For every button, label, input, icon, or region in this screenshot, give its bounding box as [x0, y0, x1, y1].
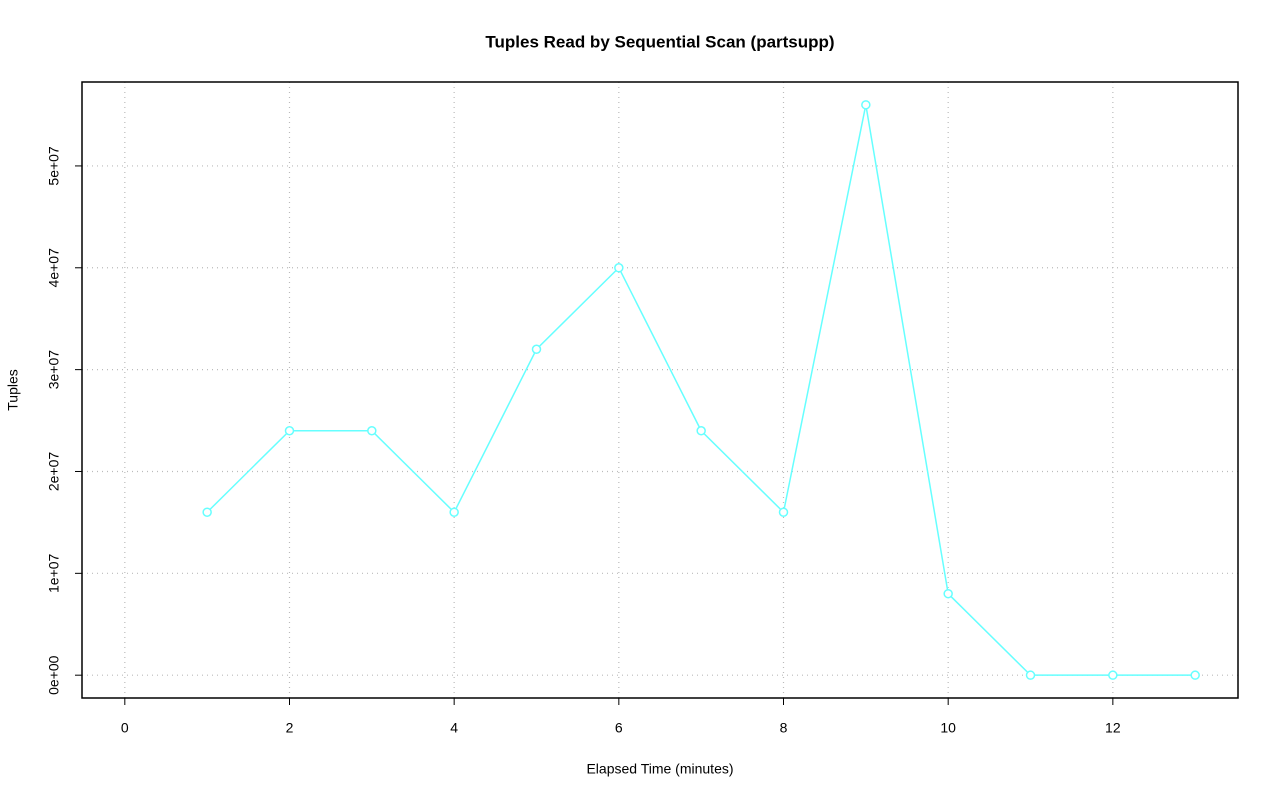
- series-line: [206, 104, 1196, 676]
- point: [531, 344, 542, 355]
- point: [943, 588, 953, 599]
- x-tick-label: 10: [940, 720, 956, 736]
- point: [202, 507, 212, 517]
- x-tick-label: 8: [780, 720, 788, 736]
- point: [861, 100, 871, 110]
- y-tick-label: 5e+07: [46, 146, 62, 186]
- y-tick-label: 1e+07: [46, 553, 62, 593]
- point: [1190, 670, 1200, 680]
- y-tick-label: 3e+07: [46, 350, 62, 390]
- point: [778, 507, 789, 517]
- x-tick-label: 2: [286, 720, 294, 736]
- chart-title: Tuples Read by Sequential Scan (partsupp…: [485, 32, 834, 51]
- point: [449, 507, 459, 517]
- y-tick-label: 4e+07: [46, 248, 62, 288]
- x-axis-label: Elapsed Time (minutes): [586, 761, 733, 777]
- point: [614, 263, 624, 273]
- point: [696, 425, 706, 436]
- plot-frame: [81, 81, 1239, 699]
- x-tick-label: 0: [121, 720, 129, 736]
- x-tick-label: 6: [615, 720, 623, 736]
- point: [1108, 670, 1118, 680]
- x-tick-label: 4: [450, 720, 458, 736]
- x-tick-label: 12: [1105, 720, 1121, 736]
- y-tick-label: 2e+07: [46, 452, 62, 492]
- point: [1025, 670, 1036, 680]
- point: [284, 425, 295, 436]
- point: [367, 425, 377, 436]
- y-tick-label: 0e+00: [46, 655, 62, 695]
- y-axis-label: Tuples: [5, 369, 21, 411]
